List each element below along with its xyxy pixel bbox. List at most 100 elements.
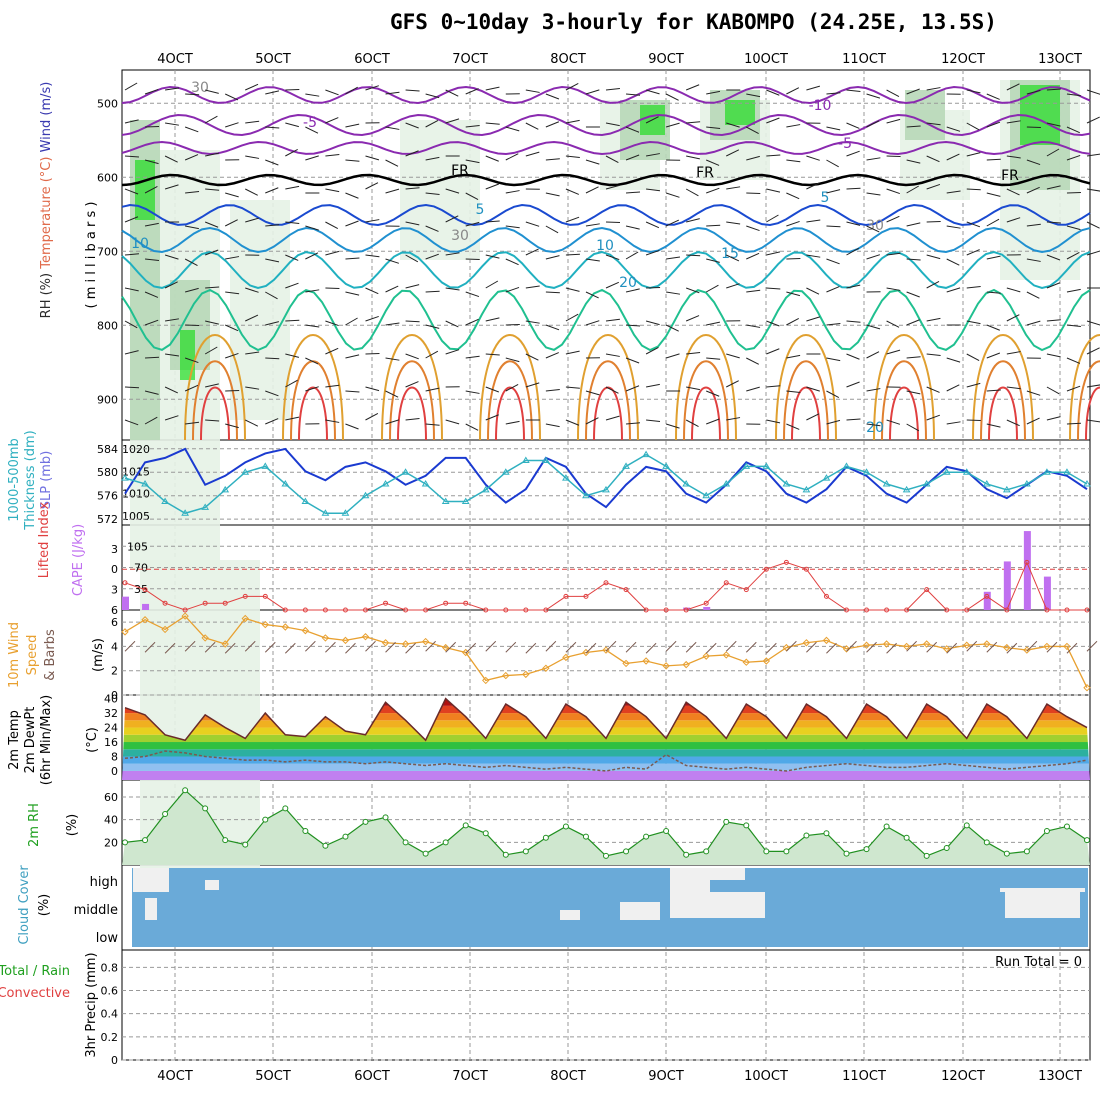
wind-barb bbox=[846, 381, 860, 388]
middle-cloud-block bbox=[670, 888, 710, 918]
lifted-index-point bbox=[342, 607, 348, 613]
wind-speed-line bbox=[124, 615, 1088, 688]
wind-speed-point bbox=[1083, 684, 1091, 692]
wind-barb bbox=[826, 159, 839, 168]
wind-speed-point bbox=[181, 612, 189, 620]
rh-point bbox=[1023, 848, 1030, 855]
thickness-point bbox=[181, 509, 190, 516]
lifted-index-point bbox=[282, 607, 288, 613]
rh-shade-region bbox=[230, 200, 290, 420]
wind-barb bbox=[164, 254, 179, 260]
wind-barb bbox=[265, 418, 279, 425]
wind-barb bbox=[325, 250, 340, 256]
wind-speed-point bbox=[221, 640, 229, 648]
thickness-label-1-part: 1000-500mb bbox=[7, 438, 22, 522]
lifted-index-point bbox=[583, 593, 589, 599]
warm-isotherm-loop bbox=[381, 334, 443, 441]
wind-barb bbox=[986, 324, 1000, 331]
wind-barb bbox=[645, 346, 659, 355]
lifted-index-point bbox=[803, 566, 809, 572]
temp2m-label: 2m Temp bbox=[7, 710, 22, 770]
time-label-top: 11OCT bbox=[842, 52, 886, 67]
wind-barb bbox=[545, 192, 560, 197]
wind-speed-point bbox=[762, 657, 771, 665]
wind-barb bbox=[305, 126, 319, 134]
wind-barb bbox=[305, 357, 319, 365]
time-label-bottom: 6OCT bbox=[354, 1069, 390, 1084]
wind-barb bbox=[565, 313, 579, 322]
lifted-index-point bbox=[663, 607, 669, 613]
wind-barb bbox=[826, 126, 841, 131]
wind-barb bbox=[205, 286, 220, 289]
lifted-index-point bbox=[703, 600, 709, 606]
wind-barb bbox=[585, 186, 599, 194]
lifted-index-point bbox=[844, 607, 849, 613]
wind-barb bbox=[245, 188, 258, 196]
wind-barb bbox=[405, 122, 419, 129]
wind-barb bbox=[926, 414, 940, 421]
rh-point bbox=[603, 852, 609, 859]
surface-wind-barb bbox=[485, 640, 497, 652]
wind-barb bbox=[385, 390, 399, 398]
wind-barb bbox=[305, 252, 319, 260]
run-total-text: Run Total = 0 bbox=[995, 955, 1082, 970]
thickness-point bbox=[662, 462, 671, 469]
wind-barb bbox=[1026, 159, 1041, 166]
wind-barb bbox=[946, 126, 961, 132]
rh2m-label-part: 2m RH bbox=[27, 803, 42, 847]
wind-barb bbox=[946, 421, 961, 425]
wind-barb bbox=[766, 348, 780, 355]
wind-barb bbox=[625, 154, 640, 161]
wind10-label: Speed bbox=[25, 635, 40, 676]
contour-label: 30 bbox=[866, 218, 884, 234]
wind-speed-point bbox=[321, 634, 330, 642]
thickness-point bbox=[441, 497, 450, 505]
wind-barb bbox=[786, 390, 801, 393]
wind-barb bbox=[786, 423, 800, 430]
contour-label: 10 bbox=[131, 236, 149, 252]
middle-cloud-block bbox=[145, 898, 157, 920]
wind-barb bbox=[445, 89, 459, 97]
precip-convective-label: Convective bbox=[0, 986, 70, 1001]
rh-tick-label: 40 bbox=[104, 814, 118, 827]
rh-point bbox=[983, 839, 990, 846]
wind-barb bbox=[846, 418, 861, 421]
wind-barb bbox=[165, 353, 180, 357]
wind-barb bbox=[124, 386, 140, 389]
wind-barb bbox=[525, 320, 540, 324]
warm-isotherm-loop bbox=[980, 360, 1026, 441]
thickness-point bbox=[742, 462, 751, 469]
contour-label: 20 bbox=[619, 275, 637, 291]
wind-barb bbox=[806, 182, 820, 190]
lifted-index-point bbox=[523, 607, 529, 613]
wind-barb bbox=[746, 126, 759, 135]
thickness-point bbox=[982, 479, 991, 487]
wind-barb bbox=[1066, 126, 1080, 134]
surface-wind-barb bbox=[244, 640, 256, 652]
wind-barb bbox=[1006, 217, 1021, 223]
middle-cloud-block bbox=[620, 902, 660, 920]
wind-barb bbox=[886, 252, 901, 256]
warm-isotherm-loop bbox=[988, 386, 1018, 441]
rh-tick-label: 60 bbox=[104, 791, 118, 804]
temp2m-label-part: (6hr Min/Max) bbox=[39, 695, 54, 785]
warm-isotherm-loop bbox=[1069, 334, 1100, 441]
wind-barb bbox=[365, 254, 380, 258]
wind-barb bbox=[685, 419, 699, 428]
wind-barb bbox=[686, 352, 701, 355]
surface-wind-barb bbox=[1086, 640, 1098, 652]
wind10-label-part: & Barbs bbox=[43, 629, 58, 681]
wind-barb bbox=[726, 186, 741, 190]
wind-barb bbox=[746, 225, 760, 232]
wind-barb bbox=[365, 219, 380, 223]
wind-barb bbox=[966, 89, 981, 94]
contour-label: 30 bbox=[451, 228, 469, 244]
rh-point bbox=[282, 805, 289, 812]
wind-barb bbox=[1006, 314, 1020, 322]
thickness-point bbox=[261, 462, 270, 469]
wind-speed-point bbox=[943, 645, 951, 653]
contour-label: 30 bbox=[191, 80, 209, 96]
wind-barb bbox=[665, 353, 680, 359]
wind-barb bbox=[265, 390, 279, 397]
wind-barb bbox=[545, 423, 560, 428]
